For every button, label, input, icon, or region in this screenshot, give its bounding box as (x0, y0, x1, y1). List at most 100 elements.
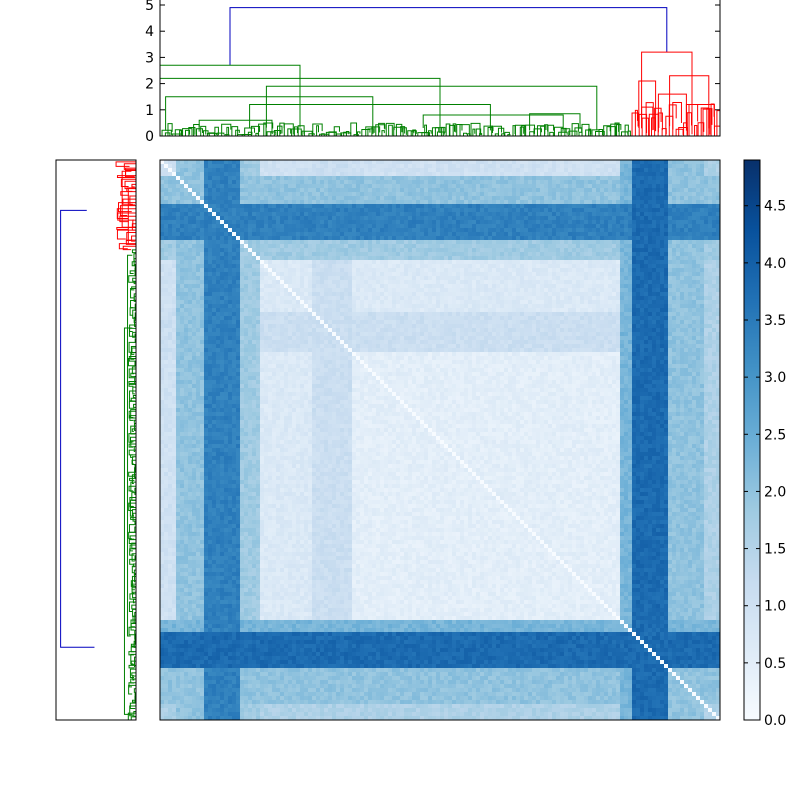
heatmap-cell (328, 184, 333, 189)
heatmap-cell (160, 164, 165, 169)
heatmap-cell (676, 284, 681, 289)
heatmap-cell (672, 248, 677, 253)
heatmap-cell (484, 256, 489, 261)
heatmap-cell (568, 196, 573, 201)
heatmap-cell (588, 188, 593, 193)
heatmap-cell (560, 220, 565, 225)
heatmap-cell (420, 164, 425, 169)
heatmap-cell (208, 256, 213, 261)
heatmap-cell (560, 212, 565, 217)
heatmap-cell (304, 168, 309, 173)
heatmap-cell (168, 228, 173, 233)
heatmap-cell (440, 260, 445, 265)
heatmap-cell (304, 272, 309, 277)
heatmap-cell (200, 172, 205, 177)
heatmap-cell (632, 188, 637, 193)
dendrogram-link-83 (400, 126, 406, 136)
heatmap-cell (484, 216, 489, 221)
heatmap-cell (240, 168, 245, 173)
heatmap-cell (624, 180, 629, 185)
heatmap-cell (340, 188, 345, 193)
heatmap-cell (424, 288, 429, 293)
heatmap-cell (428, 184, 433, 189)
heatmap-cell (208, 252, 213, 257)
heatmap-cell (168, 216, 173, 221)
heatmap-cell (548, 228, 553, 233)
heatmap-cell (220, 176, 225, 181)
heatmap-cell (416, 256, 421, 261)
heatmap-cell (360, 276, 365, 281)
heatmap-cell (580, 276, 585, 281)
heatmap-cell (612, 172, 617, 177)
heatmap-cell (456, 288, 461, 293)
heatmap-cell (292, 228, 297, 233)
heatmap-cell (272, 260, 277, 265)
heatmap-cell (608, 172, 613, 177)
heatmap-cell (692, 264, 697, 269)
heatmap-cell (516, 208, 521, 213)
heatmap-cell (336, 160, 341, 165)
heatmap-cell (488, 280, 493, 285)
heatmap-cell (308, 248, 313, 253)
heatmap-cell (704, 160, 709, 165)
heatmap-cell (288, 188, 293, 193)
heatmap-cell (256, 240, 261, 245)
heatmap-cell (604, 216, 609, 221)
heatmap-cell (332, 232, 337, 237)
heatmap-cell (672, 268, 677, 273)
heatmap-cell (584, 240, 589, 245)
heatmap-cell (556, 224, 561, 229)
heatmap-cell (516, 244, 521, 249)
heatmap-cell (372, 176, 377, 181)
heatmap-cell (456, 212, 461, 217)
heatmap-cell (500, 232, 505, 237)
heatmap-cell (620, 256, 625, 261)
heatmap-cell (416, 220, 421, 225)
heatmap-cell (664, 228, 669, 233)
heatmap-cell (224, 256, 229, 261)
heatmap-cell (588, 164, 593, 169)
heatmap-cell (572, 212, 577, 217)
heatmap-cell (716, 260, 721, 265)
heatmap-cell (540, 220, 545, 225)
heatmap-cell (404, 160, 409, 165)
heatmap-cell (540, 284, 545, 289)
heatmap-cell (716, 272, 721, 277)
heatmap-cell (276, 176, 281, 181)
heatmap-cell (600, 260, 605, 265)
heatmap-cell (616, 240, 621, 245)
heatmap-cell (592, 224, 597, 229)
heatmap-cell (548, 252, 553, 257)
heatmap-cell (340, 200, 345, 205)
heatmap-cell (164, 212, 169, 217)
dendrogram-link-5 (249, 104, 491, 131)
heatmap-cell (416, 236, 421, 241)
heatmap-cell (448, 236, 453, 241)
heatmap-cell (372, 208, 377, 213)
heatmap-cell (540, 176, 545, 181)
heatmap-cell (544, 168, 549, 173)
heatmap-cell (436, 208, 441, 213)
heatmap-cell (664, 196, 669, 201)
heatmap-cell (588, 232, 593, 237)
heatmap-cell (364, 256, 369, 261)
heatmap-cell (424, 172, 429, 177)
heatmap-cell (624, 232, 629, 237)
heatmap-cell (340, 212, 345, 217)
heatmap-cell (252, 212, 257, 217)
heatmap-cell (264, 224, 269, 229)
heatmap-cell (344, 180, 349, 185)
heatmap-cell (636, 204, 641, 209)
heatmap-cell (524, 188, 529, 193)
heatmap-cell (684, 232, 689, 237)
heatmap-cell (176, 192, 181, 197)
heatmap-cell (496, 172, 501, 177)
heatmap-cell (592, 180, 597, 185)
heatmap-cell (416, 188, 421, 193)
heatmap-cell (688, 196, 693, 201)
heatmap-cell (388, 268, 393, 273)
heatmap-cell (684, 160, 689, 165)
heatmap-cell (656, 192, 661, 197)
heatmap-cell (336, 268, 341, 273)
heatmap-cell (320, 232, 325, 237)
